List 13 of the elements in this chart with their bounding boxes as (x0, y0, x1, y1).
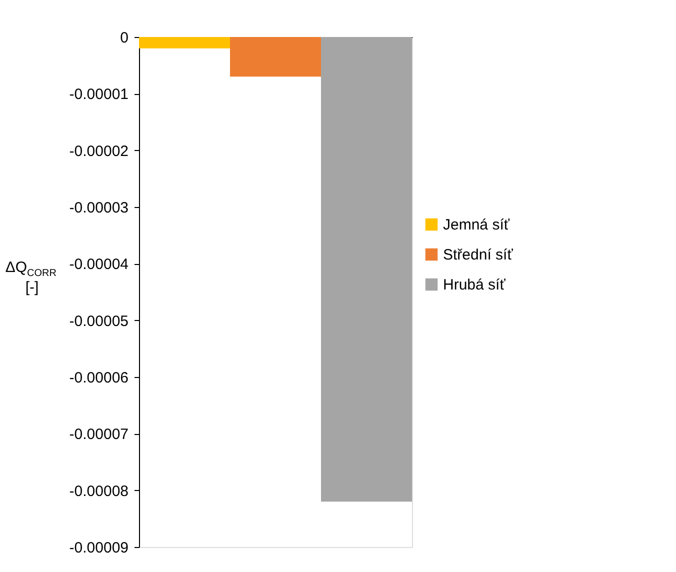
y-tick-label: -0.00002 (69, 142, 128, 160)
legend-label: Jemná síť (443, 216, 510, 234)
y-tick-label: -0.00009 (69, 540, 128, 556)
legend-label: Střední síť (443, 246, 514, 264)
y-tick-label: 0 (120, 30, 128, 46)
y-tick-label: -0.00006 (69, 370, 128, 386)
y-tick-label: -0.00003 (69, 200, 128, 216)
y-tick-label: -0.00007 (69, 426, 128, 444)
y-tick-label: -0.00005 (69, 312, 128, 330)
y-tick-label: -0.00004 (69, 256, 128, 274)
y-tick-label: -0.00008 (69, 482, 128, 500)
y-tick-label: -0.00001 (69, 86, 128, 104)
legend-label: Hrubá síť (443, 276, 506, 294)
